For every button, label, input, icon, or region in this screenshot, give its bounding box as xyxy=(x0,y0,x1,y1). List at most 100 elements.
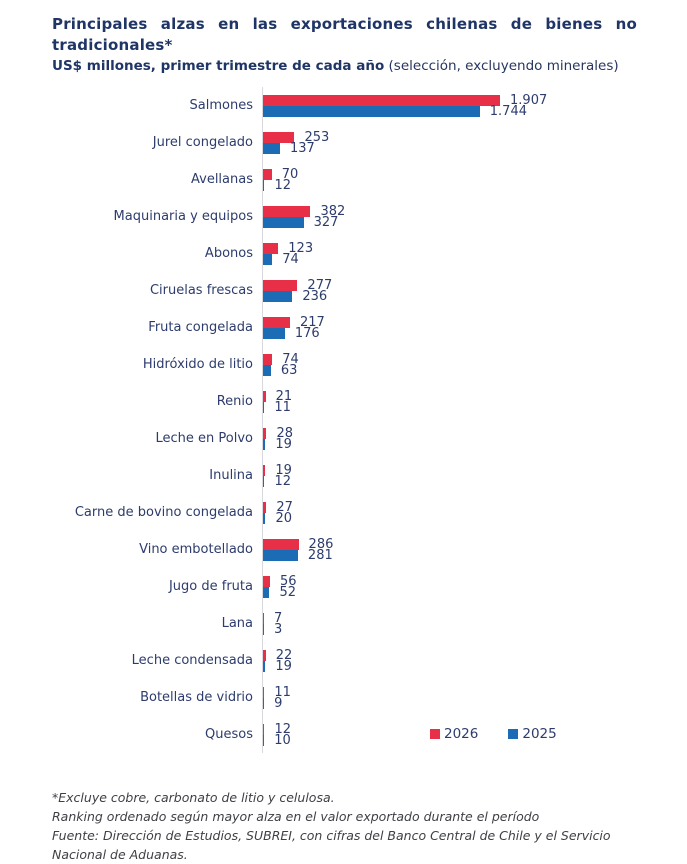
legend-item-2025: 2025 xyxy=(508,726,557,742)
chart-rows: Salmones 1.907 1.744 Jurel congelado 253 137 A… xyxy=(0,87,687,753)
chart-row: Avellanas 70 12 xyxy=(0,161,687,198)
value-label-2026: 21 xyxy=(275,388,293,404)
bar-2026 xyxy=(263,575,270,587)
value-label-2025: 1.744 xyxy=(489,103,527,119)
bar-2025 xyxy=(263,623,264,635)
chart-legend: 2026 2025 xyxy=(430,726,557,742)
chart-row: Jugo de fruta 56 52 xyxy=(0,568,687,605)
value-label-2025: 3 xyxy=(274,621,283,637)
value-label-2026: 28 xyxy=(276,425,294,441)
bar-2026 xyxy=(263,686,265,698)
chart-row: Botellas de vidrio 11 9 xyxy=(0,679,687,716)
category-label: Hidróxido de litio xyxy=(142,357,253,372)
bar-group: 1.907 1.744 xyxy=(262,87,687,124)
footnotes: *Excluye cobre, carbonato de litio y cel… xyxy=(52,788,657,864)
value-label-2026: 217 xyxy=(299,314,325,330)
bar-2026 xyxy=(263,723,265,735)
series-line-2025: 281 xyxy=(263,547,687,563)
chart-row: Salmones 1.907 1.744 xyxy=(0,87,687,124)
series-line-2025: 20 xyxy=(263,510,687,526)
page-title-line2: tradicionales* xyxy=(52,36,173,54)
value-label-2026: 382 xyxy=(320,203,346,219)
chart-row: Lana 7 3 xyxy=(0,605,687,642)
series-line-2025: 11 xyxy=(263,399,687,415)
chart-row: Quesos 12 10 xyxy=(0,716,687,753)
series-line-2025: 1.744 xyxy=(263,103,687,119)
category-label: Jugo de fruta xyxy=(168,579,253,594)
value-label-2026: 1.907 xyxy=(510,92,548,108)
value-label-2026: 22 xyxy=(275,647,293,663)
value-label-2025: 19 xyxy=(275,436,292,452)
value-label-2025: 176 xyxy=(294,325,320,341)
chart-subtitle: US$ millones, primer trimestre de cada a… xyxy=(52,57,637,76)
bar-2025 xyxy=(263,660,266,672)
bar-2026 xyxy=(263,427,267,439)
subtitle-units: US$ millones, primer trimestre de cada a… xyxy=(52,58,385,74)
legend-swatch-2025 xyxy=(508,729,519,739)
chart-row: Inulina 19 12 xyxy=(0,457,687,494)
value-label-2025: 20 xyxy=(275,510,293,526)
bar-2026 xyxy=(263,316,290,328)
value-label-2025: 281 xyxy=(307,547,333,563)
bar-2025 xyxy=(263,253,273,265)
bar-2025 xyxy=(263,512,266,524)
series-line-2026: 22 xyxy=(263,647,687,663)
bar-2025 xyxy=(263,105,480,117)
value-label-2025: 12 xyxy=(274,473,292,489)
chart-row: Vino embotellado 286 281 xyxy=(0,531,687,568)
value-label-2025: 74 xyxy=(282,251,299,267)
series-line-2026: 253 xyxy=(263,129,687,145)
bar-group: 382 327 xyxy=(262,198,687,235)
bar-2025 xyxy=(263,438,266,450)
series-line-2025: 137 xyxy=(263,142,687,155)
series-line-2025: 327 xyxy=(263,216,687,229)
value-label-2025: 11 xyxy=(274,399,291,415)
value-label-2025: 12 xyxy=(274,177,292,193)
category-label: Botellas de vidrio xyxy=(140,690,253,705)
bar-2026 xyxy=(263,94,501,106)
bar-2026 xyxy=(263,242,279,254)
bar-group: 253 137 xyxy=(262,124,687,161)
category-label: Lana xyxy=(221,616,253,631)
bar-group: 74 63 xyxy=(262,346,687,383)
category-label: Inulina xyxy=(209,468,253,483)
series-line-2026: 286 xyxy=(263,538,687,551)
bar-2025 xyxy=(263,179,265,191)
chart-row: Fruta congelada 217 176 xyxy=(0,309,687,346)
series-line-2025: 3 xyxy=(263,621,687,637)
series-line-2026: 217 xyxy=(263,314,687,330)
bar-2026 xyxy=(263,390,266,402)
bar-2026 xyxy=(263,612,264,624)
bar-group: 19 12 xyxy=(262,457,687,494)
category-label: Abonos xyxy=(204,246,253,261)
footnote-exclusions: *Excluye cobre, carbonato de litio y cel… xyxy=(52,790,335,805)
series-line-2026: 70 xyxy=(263,168,687,181)
bar-2026 xyxy=(263,205,311,217)
value-label-2026: 253 xyxy=(304,129,330,145)
category-label: Fruta congelada xyxy=(148,320,253,335)
series-line-2026: 12 xyxy=(263,723,687,736)
category-label: Leche en Polvo xyxy=(155,431,254,446)
series-line-2026: 28 xyxy=(263,425,687,441)
bar-2025 xyxy=(263,142,281,154)
series-line-2026: 277 xyxy=(263,279,687,292)
bar-group: 12 10 xyxy=(262,716,687,753)
bar-2026 xyxy=(263,649,266,661)
value-label-2026: 19 xyxy=(275,462,292,478)
value-label-2025: 236 xyxy=(302,288,328,304)
series-line-2026: 123 xyxy=(263,242,687,255)
series-line-2025: 63 xyxy=(263,364,687,377)
category-label: Leche condensada xyxy=(131,653,253,668)
chart-row: Jurel congelado 253 137 xyxy=(0,124,687,161)
series-line-2025: 176 xyxy=(263,325,687,341)
category-label: Avellanas xyxy=(191,172,253,187)
bar-group: 27 20 xyxy=(262,494,687,531)
category-label: Maquinaria y equipos xyxy=(113,209,253,224)
bar-group: 11 9 xyxy=(262,679,687,716)
category-label: Salmones xyxy=(189,98,253,113)
bar-group: 286 281 xyxy=(262,531,687,568)
series-line-2025: 52 xyxy=(263,586,687,599)
bar-2025 xyxy=(263,549,298,561)
bar-2025 xyxy=(263,401,265,413)
